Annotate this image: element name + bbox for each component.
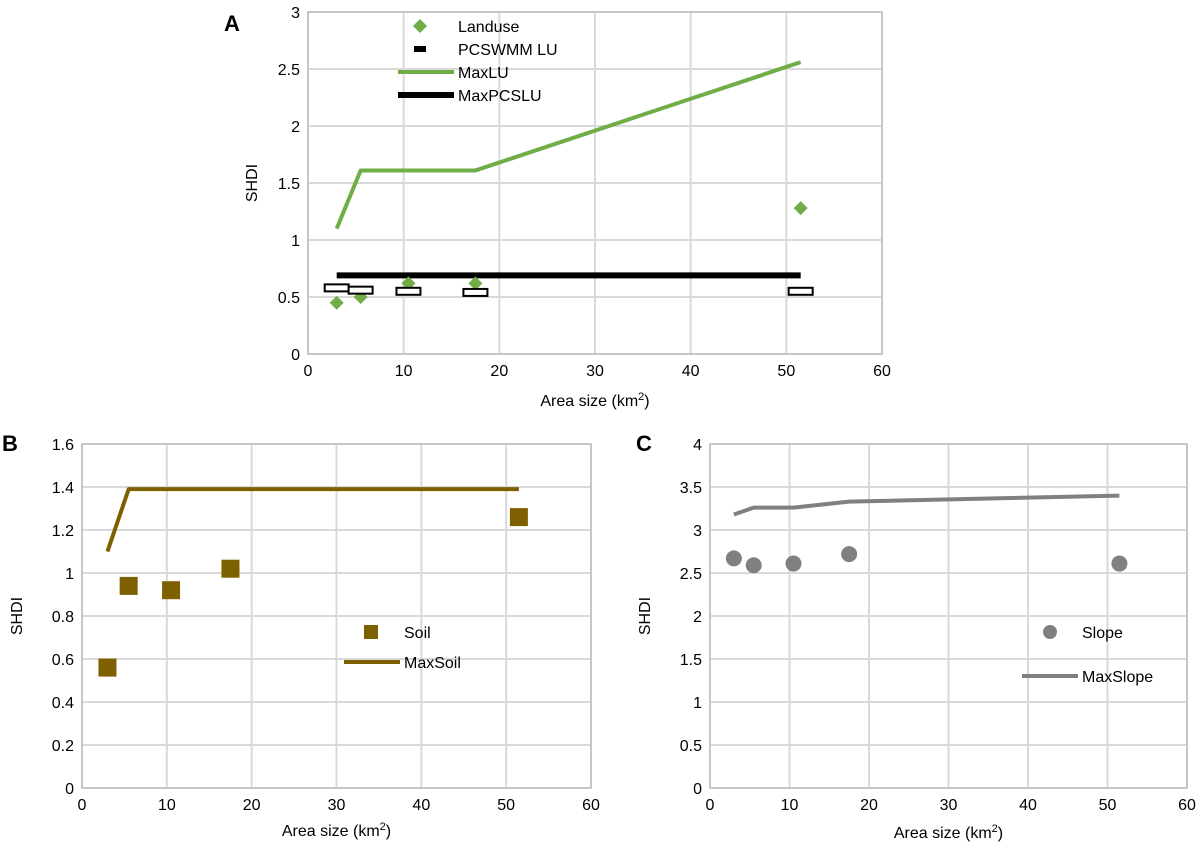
data-point-slope	[745, 557, 762, 574]
x-tick-label: 10	[781, 797, 799, 814]
data-point-slope	[725, 550, 742, 567]
data-point-pcswmm-lu	[323, 283, 350, 293]
x-tick-label: 0	[706, 797, 715, 814]
y-tick-label: 3	[693, 523, 702, 540]
legend-label: MaxLU	[458, 65, 509, 82]
data-point-landuse	[329, 295, 344, 310]
y-tick-label: 1	[693, 695, 702, 712]
x-tick-label: 30	[586, 363, 604, 380]
x-axis-label: Area size (km2)	[894, 823, 1003, 842]
legend-label: Soil	[404, 625, 431, 642]
legend-marker-landuse	[413, 19, 427, 33]
data-point-landuse	[468, 276, 483, 291]
chart-panel-a: 0 10 20 30 40 50 60 0 0.5 1 1.5 2 2.5 3 Area size (km2…	[224, 5, 891, 410]
legend: Slope MaxSlope	[1022, 625, 1153, 686]
x-tick-label: 40	[1019, 797, 1037, 814]
data-point-soil	[119, 576, 138, 595]
chart-panel-b: 0 10 20 30 40 50 60 0 0.2 0.4 0.6 0.8 1 1.2 1.4 1.6 Area…	[2, 431, 600, 840]
x-tick-label: 30	[940, 797, 958, 814]
x-axis-label: Area size (km2)	[540, 391, 649, 410]
y-axis-label: SHDI	[244, 164, 261, 202]
data-point-slope	[785, 555, 802, 572]
y-axis-label: SHDI	[637, 597, 654, 635]
y-tick-label: 0	[291, 347, 300, 364]
x-tick-label: 50	[497, 797, 515, 814]
panel-label: C	[636, 431, 652, 456]
plot-frame	[81, 443, 592, 789]
legend-marker-soil	[364, 625, 378, 639]
y-tick-label: 0.6	[52, 652, 74, 669]
y-tick-label: 3	[291, 5, 300, 22]
data-point-slope	[841, 546, 858, 563]
y-tick-label: 2	[291, 119, 300, 136]
x-tick-label: 20	[860, 797, 878, 814]
legend-label: MaxSlope	[1082, 669, 1153, 686]
x-tick-label: 50	[777, 363, 795, 380]
data-point-landuse	[793, 201, 808, 216]
data-point-soil	[98, 658, 117, 677]
y-tick-label: 1.5	[278, 176, 300, 193]
legend-label: PCSWMM LU	[458, 42, 558, 59]
x-tick-label: 60	[582, 797, 600, 814]
x-tick-label: 60	[873, 363, 891, 380]
y-tick-label: 0.2	[52, 738, 74, 755]
x-tick-label: 0	[304, 363, 313, 380]
data-point-soil	[162, 581, 181, 600]
plot-frame	[307, 11, 883, 355]
series-line-maxsoil	[105, 487, 519, 553]
data-point-pcswmm-lu	[787, 286, 814, 296]
data-point-soil	[221, 559, 240, 578]
y-tick-label: 0.5	[680, 738, 702, 755]
x-tick-label: 60	[1178, 797, 1196, 814]
y-tick-label: 0	[65, 781, 74, 798]
x-tick-label: 50	[1099, 797, 1117, 814]
y-tick-label: 0.4	[52, 695, 74, 712]
y-tick-label: 4	[693, 437, 702, 454]
x-tick-label: 20	[243, 797, 261, 814]
y-tick-label: 1.5	[680, 652, 702, 669]
y-tick-label: 1.4	[52, 480, 74, 497]
legend: Soil MaxSoil	[344, 625, 461, 672]
y-tick-label: 0.5	[278, 290, 300, 307]
y-tick-label: 1	[65, 566, 74, 583]
legend-label: MaxSoil	[404, 655, 461, 672]
legend-label: MaxPCSLU	[458, 88, 542, 105]
data-point-pcswmm-lu	[395, 286, 422, 296]
x-tick-label: 10	[395, 363, 413, 380]
legend: Landuse PCSWMM LU MaxLU MaxPCSLU	[398, 19, 558, 105]
series-line-maxslope	[733, 493, 1120, 517]
data-point-soil	[509, 508, 528, 527]
x-tick-label: 40	[412, 797, 430, 814]
x-tick-label: 10	[158, 797, 176, 814]
panel-label: B	[2, 431, 18, 456]
plot-frame	[709, 443, 1188, 789]
x-tick-label: 20	[490, 363, 508, 380]
y-axis-label: SHDI	[9, 597, 26, 635]
legend-marker-pcswmm-lu	[414, 46, 426, 52]
panel-label: A	[224, 11, 240, 36]
legend-marker-slope	[1043, 625, 1057, 639]
chart-panel-c: 0 10 20 30 40 50 60 0 0.5 1 1.5 2 2.5 3 3.5 4 Area size …	[636, 431, 1196, 842]
y-tick-label: 2.5	[680, 566, 702, 583]
y-tick-label: 1.6	[52, 437, 74, 454]
y-tick-label: 0.8	[52, 609, 74, 626]
x-axis-label: Area size (km2)	[282, 821, 391, 840]
series-line-maxlu	[334, 60, 802, 230]
legend-label: Slope	[1082, 625, 1123, 642]
y-tick-label: 1.2	[52, 523, 74, 540]
data-point-pcswmm-lu	[462, 287, 489, 297]
x-tick-label: 0	[78, 797, 87, 814]
y-tick-label: 3.5	[680, 480, 702, 497]
x-tick-label: 30	[328, 797, 346, 814]
y-tick-label: 0	[693, 781, 702, 798]
x-tick-label: 40	[682, 363, 700, 380]
data-point-slope	[1111, 555, 1128, 572]
y-tick-label: 2	[693, 609, 702, 626]
y-tick-label: 2.5	[278, 62, 300, 79]
data-point-pcswmm-lu	[347, 285, 374, 295]
y-tick-label: 1	[291, 233, 300, 250]
legend-label: Landuse	[458, 19, 519, 36]
